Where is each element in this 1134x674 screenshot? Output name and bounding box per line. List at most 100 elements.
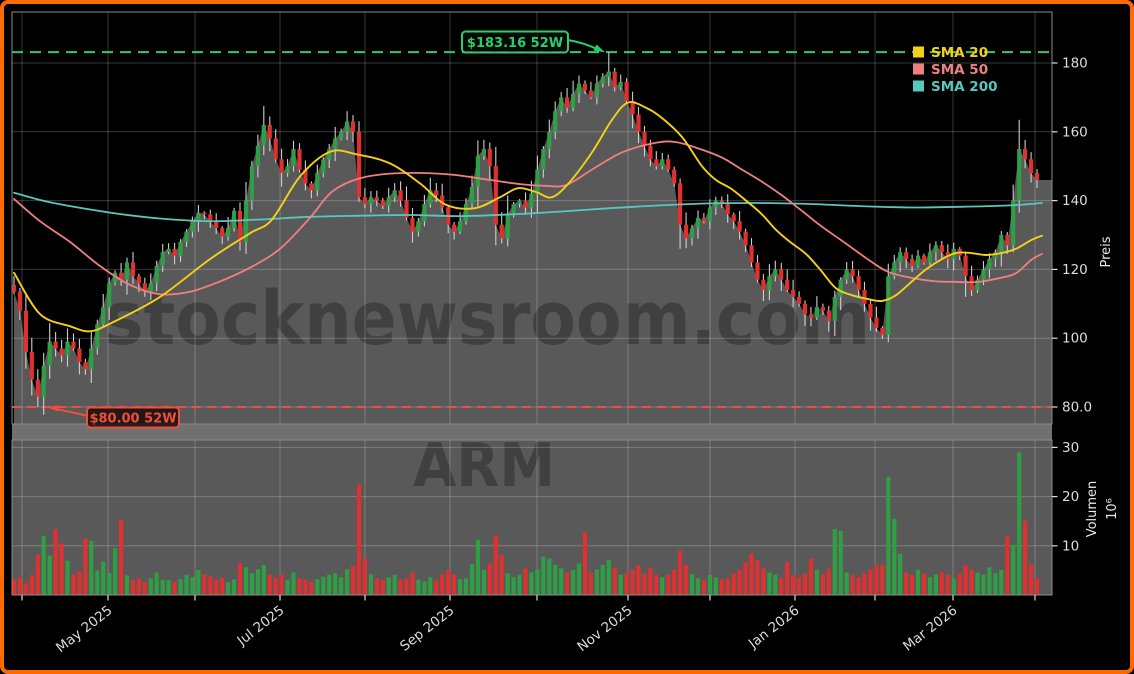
candle-up xyxy=(65,341,70,356)
volume-bar xyxy=(279,574,284,595)
volume-bar xyxy=(654,574,659,595)
candle-up xyxy=(392,190,397,198)
price-tick-label: 120 xyxy=(1062,262,1088,278)
volume-bar xyxy=(178,579,183,595)
volume-bar xyxy=(981,574,986,595)
volume-bar xyxy=(910,574,915,595)
candle-down xyxy=(588,90,593,98)
candle-down xyxy=(142,283,147,292)
volume-bar xyxy=(154,572,159,595)
candle-down xyxy=(666,159,671,170)
candle-down xyxy=(71,341,76,349)
volume-bars xyxy=(11,452,1040,595)
volume-bar xyxy=(856,577,861,595)
candle-up xyxy=(987,259,992,270)
volume-bar xyxy=(785,562,790,595)
candle-up xyxy=(255,145,260,167)
candle-down xyxy=(303,169,308,184)
candles xyxy=(11,52,1040,415)
candle-up xyxy=(345,121,350,132)
volume-bar xyxy=(136,578,141,595)
volume-bar xyxy=(612,567,617,595)
candle-up xyxy=(285,166,290,174)
volume-bar xyxy=(987,567,992,595)
volume-bar xyxy=(119,519,124,595)
month-tick-label: Nov 2025 xyxy=(574,603,635,656)
volume-bar xyxy=(392,574,397,595)
candle-down xyxy=(172,248,177,256)
volume-bar xyxy=(957,573,962,595)
candle-up xyxy=(844,269,849,280)
candle-up xyxy=(416,221,421,232)
volume-bar xyxy=(737,569,742,595)
volume-bar xyxy=(446,569,451,595)
volume-bar xyxy=(618,574,623,595)
candle-down xyxy=(862,290,867,304)
candle-up xyxy=(886,276,891,335)
candle-up xyxy=(232,210,237,229)
volume-bar xyxy=(749,553,754,595)
candle-down xyxy=(523,200,528,208)
volume-bar xyxy=(725,578,730,595)
candle-down xyxy=(220,228,225,237)
volume-bar xyxy=(523,568,528,595)
panel-divider-band xyxy=(12,424,1052,440)
volume-exponent-label: 10⁶ xyxy=(1105,498,1120,520)
volume-bar xyxy=(874,565,879,595)
volume-bar xyxy=(83,538,88,595)
volume-bar xyxy=(499,555,504,595)
volume-bar xyxy=(939,572,944,595)
volume-bar xyxy=(636,565,641,595)
candle-up xyxy=(47,341,52,366)
volume-bar xyxy=(65,560,70,595)
low-52w-arrowhead xyxy=(47,405,60,412)
volume-bar xyxy=(904,572,909,595)
candle-up xyxy=(517,200,522,204)
candle-down xyxy=(452,224,457,232)
candle-up xyxy=(243,200,249,242)
candle-down xyxy=(856,276,861,291)
volume-bar xyxy=(261,565,266,595)
volume-bar xyxy=(600,565,605,595)
volume-bar xyxy=(273,578,278,595)
candle-up xyxy=(89,348,94,370)
candle-down xyxy=(1023,149,1028,160)
volume-bar xyxy=(398,579,403,595)
volume-bar xyxy=(701,579,706,595)
candle-up xyxy=(249,166,254,201)
volume-bar xyxy=(232,579,237,595)
volume-bar xyxy=(452,574,457,595)
candle-up xyxy=(981,269,986,280)
volume-bar xyxy=(291,572,296,595)
volume-bar xyxy=(374,578,379,595)
candle-down xyxy=(53,341,58,349)
candle-up xyxy=(814,307,819,318)
volume-bar xyxy=(59,543,64,595)
volume-bar xyxy=(511,577,516,595)
watermark-layer: stocknewsroom.com ARM xyxy=(104,276,870,501)
candle-down xyxy=(874,317,879,328)
volume-bar xyxy=(1011,544,1016,595)
candle-up xyxy=(226,228,231,237)
volume-bar xyxy=(356,484,362,595)
candle-up xyxy=(458,221,463,232)
volume-bar xyxy=(404,578,409,595)
volume-bar xyxy=(576,563,582,595)
volume-bar xyxy=(588,572,593,595)
volume-tick-label: 30 xyxy=(1062,440,1079,456)
volume-bar xyxy=(969,569,974,595)
candle-down xyxy=(779,269,784,280)
candle-up xyxy=(660,159,665,167)
candle-up xyxy=(124,262,130,280)
volume-bar xyxy=(642,573,647,595)
candle-down xyxy=(648,145,653,160)
candle-up xyxy=(148,283,153,292)
volume-bar xyxy=(95,570,100,595)
candle-up xyxy=(463,204,469,222)
candle-up xyxy=(315,173,320,191)
volume-bar xyxy=(850,574,855,595)
volume-bar xyxy=(862,573,867,595)
volume-bar xyxy=(285,579,290,595)
